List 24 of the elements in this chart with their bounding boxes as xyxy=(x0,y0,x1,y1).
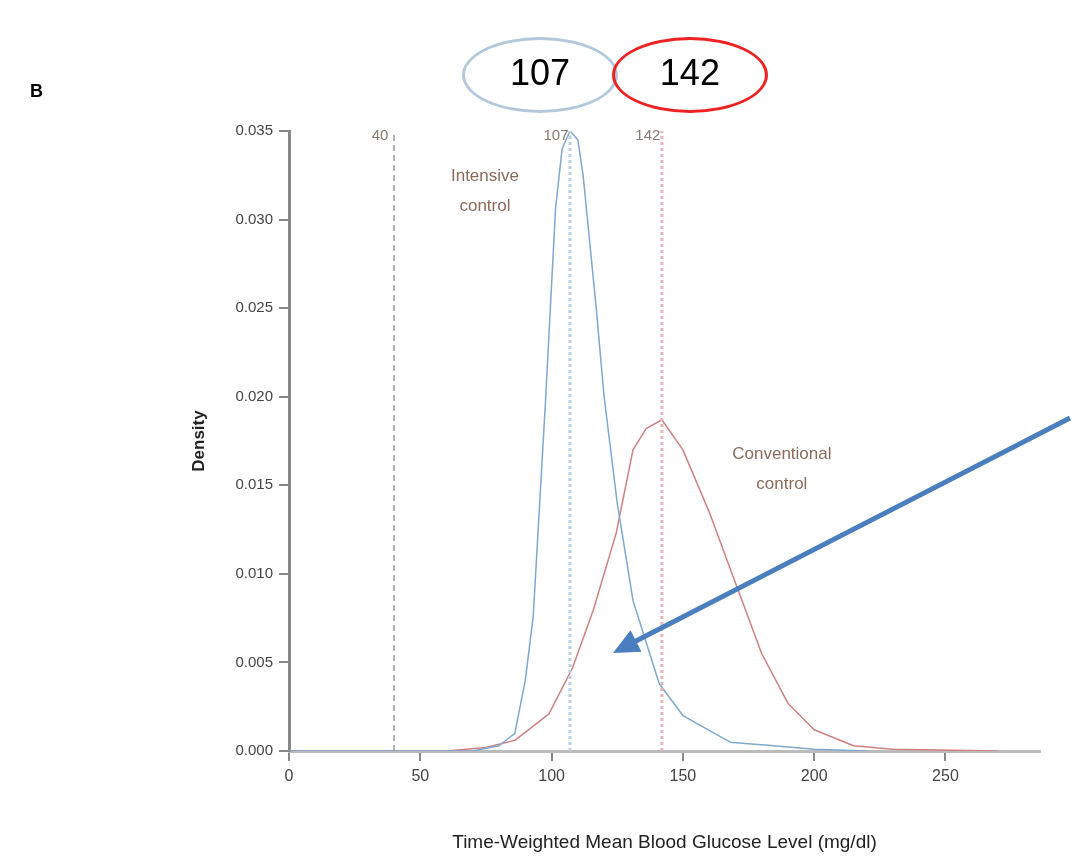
y-tick-label: 0.005 xyxy=(235,652,273,670)
y-tick-label: 0.010 xyxy=(235,564,273,581)
y-axis-title: Density xyxy=(188,409,208,472)
series-label: Conventional control xyxy=(732,444,832,494)
x-tick-label: 0 xyxy=(284,767,294,785)
y-tick-label: 0.035 xyxy=(235,121,273,139)
y-tick-label: 0.020 xyxy=(235,386,273,404)
text: B xyxy=(30,80,43,101)
x-tick-label: 50 xyxy=(411,767,430,785)
ref-line-label: 40 xyxy=(371,125,389,143)
text: Intensive control xyxy=(450,165,519,215)
x-tick-label: 150 xyxy=(669,767,697,785)
y-tick-label: 0.000 xyxy=(235,741,273,759)
y-tick-label: 0.025 xyxy=(235,298,273,316)
y-tick-label: 0.015 xyxy=(235,475,273,493)
annotation: 107 xyxy=(509,51,571,93)
ref-line-label: 107 xyxy=(543,125,569,143)
x-tick-label: 200 xyxy=(800,767,828,785)
ref-line-label: 142 xyxy=(635,125,661,143)
x-tick-label: 100 xyxy=(538,767,566,785)
x-axis-title: Time-Weighted Mean Blood Glucose Level (mg/dl) xyxy=(452,830,877,852)
y-tick-label: 0.030 xyxy=(235,209,273,227)
x-tick-label: 250 xyxy=(932,767,959,785)
annotation: 142 xyxy=(659,51,720,93)
